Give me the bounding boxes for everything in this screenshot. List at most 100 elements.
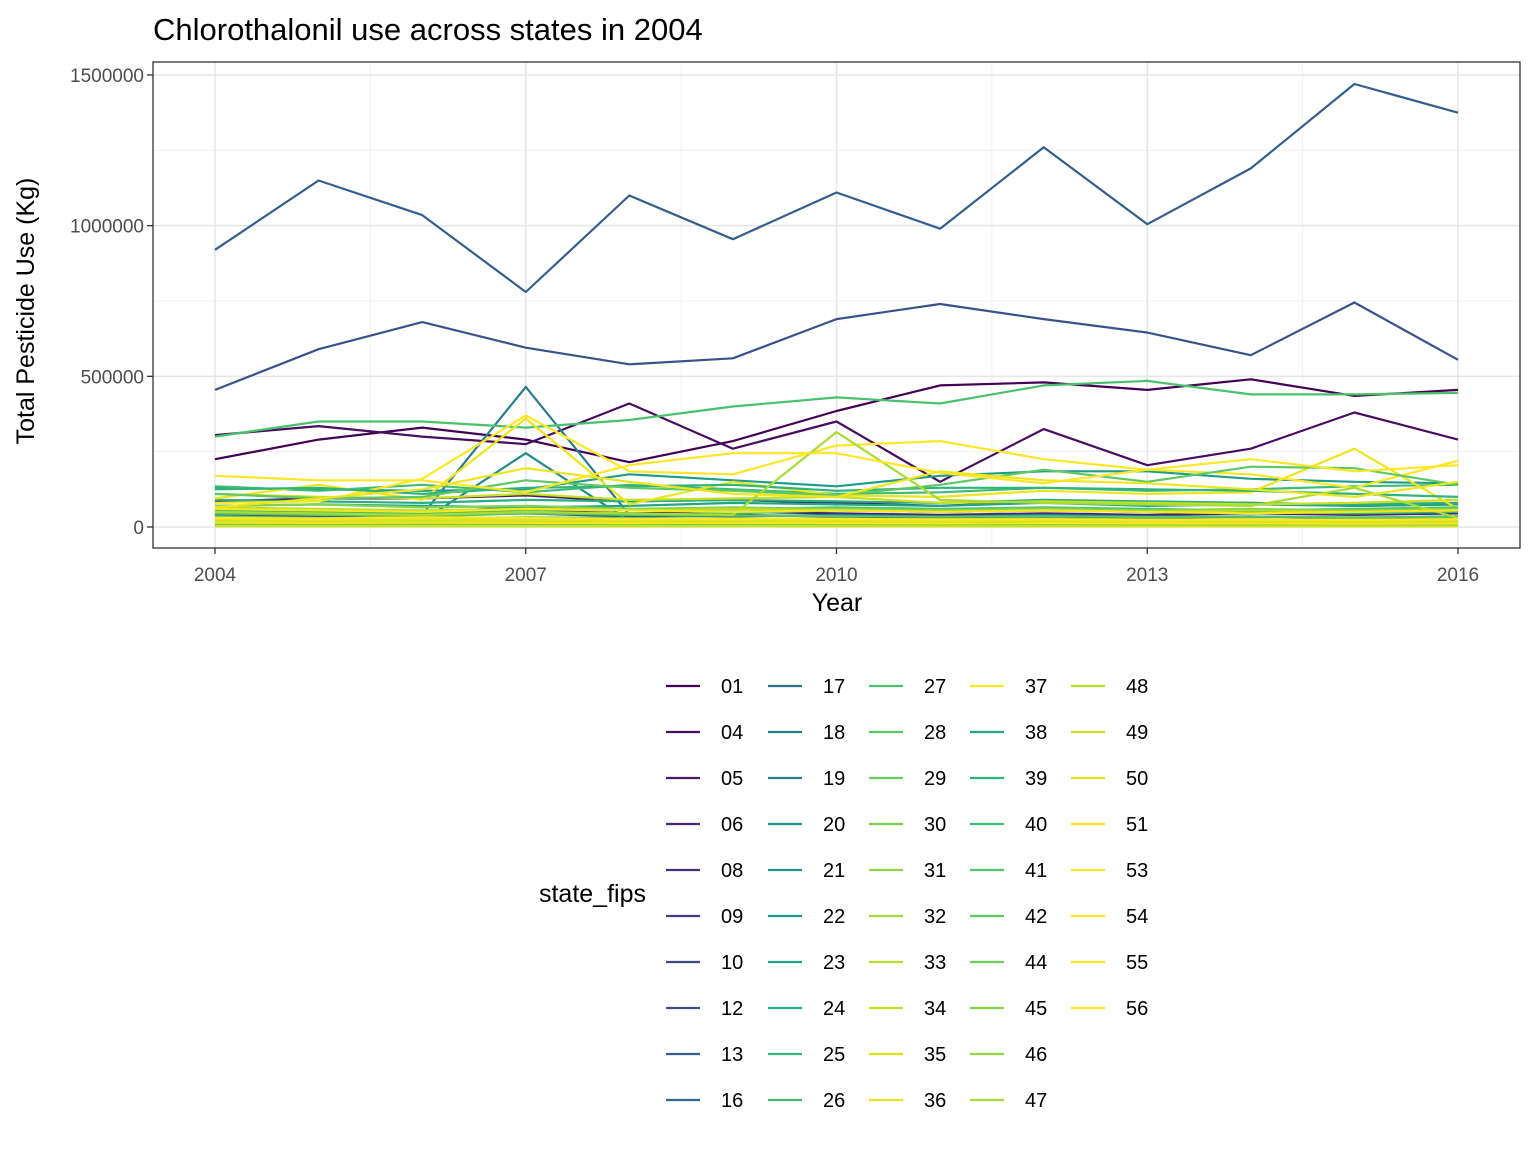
legend-item-13: 13 xyxy=(666,1044,743,1066)
y-axis-title: Total Pesticide Use (Kg) xyxy=(12,178,40,445)
legend-item-08: 08 xyxy=(666,860,743,882)
legend-label: 13 xyxy=(721,1044,743,1066)
legend-label: 47 xyxy=(1025,1090,1047,1112)
legend-label: 26 xyxy=(823,1090,845,1112)
legend-item-31: 31 xyxy=(869,860,946,882)
legend-label: 49 xyxy=(1126,722,1148,744)
legend-label: 30 xyxy=(924,814,946,836)
legend-label: 38 xyxy=(1025,722,1047,744)
legend-item-36: 36 xyxy=(869,1090,946,1112)
legend-item-35: 35 xyxy=(869,1044,946,1066)
legend-item-28: 28 xyxy=(869,722,946,744)
legend-label: 28 xyxy=(924,722,946,744)
legend-label: 12 xyxy=(721,998,743,1020)
legend-label: 24 xyxy=(823,998,845,1020)
legend-label: 54 xyxy=(1126,906,1148,928)
legend-label: 51 xyxy=(1126,814,1148,836)
series-line-42 xyxy=(214,465,1459,500)
legend-item-33: 33 xyxy=(869,952,946,974)
legend-item-54: 54 xyxy=(1071,906,1148,928)
y-tick-label: 1000000 xyxy=(70,217,144,238)
legend-item-04: 04 xyxy=(666,722,743,744)
series-line-39 xyxy=(214,483,1459,498)
series-line-54 xyxy=(214,521,1459,525)
legend-title: state_fips xyxy=(539,880,646,908)
series-line-22 xyxy=(214,470,1459,492)
legend-label: 37 xyxy=(1025,676,1047,698)
legend-item-22: 22 xyxy=(768,906,845,928)
series-line-47 xyxy=(214,431,1459,520)
x-tick-label: 2016 xyxy=(1437,565,1479,586)
legend-label: 41 xyxy=(1025,860,1047,882)
series-line-50 xyxy=(214,518,1459,523)
legend-label: 56 xyxy=(1126,998,1148,1020)
legend-label: 08 xyxy=(721,860,743,882)
legend-item-24: 24 xyxy=(768,998,845,1020)
legend-label: 21 xyxy=(823,860,845,882)
legend-item-26: 26 xyxy=(768,1090,845,1112)
legend-label: 50 xyxy=(1126,768,1148,790)
legend-item-21: 21 xyxy=(768,860,845,882)
legend-label: 05 xyxy=(721,768,743,790)
legend-item-47: 47 xyxy=(970,1090,1047,1112)
legend-label: 20 xyxy=(823,814,845,836)
legend-label: 06 xyxy=(721,814,743,836)
legend-label: 22 xyxy=(823,906,845,928)
legend-label: 36 xyxy=(924,1090,946,1112)
plot-panel xyxy=(152,61,1521,549)
legend-item-18: 18 xyxy=(768,722,845,744)
legend-item-30: 30 xyxy=(869,814,946,836)
series-line-45 xyxy=(214,503,1459,512)
legend-item-49: 49 xyxy=(1071,722,1148,744)
legend: 01 04 05 06 08 09 10 12 13 16 17 18 19 20 21 22 23 24 25 26… xyxy=(666,676,1148,1112)
x-axis-ticks: 2004 2007 2010 2013 2016 xyxy=(194,548,1479,586)
legend-label: 09 xyxy=(721,906,743,928)
legend-label: 27 xyxy=(924,676,946,698)
legend-label: 01 xyxy=(721,676,743,698)
legend-label: 45 xyxy=(1025,998,1047,1020)
legend-label: 10 xyxy=(721,952,743,974)
legend-label: 39 xyxy=(1025,768,1047,790)
y-tick-label: 1500000 xyxy=(70,66,144,87)
legend-item-48: 48 xyxy=(1071,676,1148,698)
x-tick-label: 2013 xyxy=(1126,565,1168,586)
legend-label: 04 xyxy=(721,722,743,744)
y-tick-label: 0 xyxy=(133,518,144,539)
series-line-13 xyxy=(214,82,1459,294)
legend-item-06: 06 xyxy=(666,814,743,836)
legend-label: 19 xyxy=(823,768,845,790)
legend-item-17: 17 xyxy=(768,676,845,698)
legend-item-56: 56 xyxy=(1071,998,1148,1020)
legend-item-53: 53 xyxy=(1071,860,1148,882)
legend-label: 53 xyxy=(1126,860,1148,882)
series-line-12 xyxy=(214,301,1459,391)
legend-label: 48 xyxy=(1126,676,1148,698)
legend-item-51: 51 xyxy=(1071,814,1148,836)
legend-item-09: 09 xyxy=(666,906,743,928)
x-axis-title: Year xyxy=(812,589,863,617)
legend-label: 55 xyxy=(1126,952,1148,974)
legend-item-16: 16 xyxy=(666,1090,743,1112)
legend-label: 17 xyxy=(823,676,845,698)
legend-item-25: 25 xyxy=(768,1044,845,1066)
legend-item-38: 38 xyxy=(970,722,1047,744)
series-line-55 xyxy=(214,516,1459,521)
legend-item-46: 46 xyxy=(970,1044,1047,1066)
legend-label: 32 xyxy=(924,906,946,928)
legend-item-45: 45 xyxy=(970,998,1047,1020)
legend-label: 25 xyxy=(823,1044,845,1066)
x-tick-label: 2007 xyxy=(505,565,547,586)
legend-item-01: 01 xyxy=(666,676,743,698)
legend-item-39: 39 xyxy=(970,768,1047,790)
legend-label: 18 xyxy=(823,722,845,744)
legend-label: 29 xyxy=(924,768,946,790)
series-line-53 xyxy=(214,507,1459,515)
legend-item-42: 42 xyxy=(970,906,1047,928)
legend-item-12: 12 xyxy=(666,998,743,1020)
legend-item-41: 41 xyxy=(970,860,1047,882)
legend-item-40: 40 xyxy=(970,814,1047,836)
y-tick-label: 500000 xyxy=(81,367,144,388)
legend-item-32: 32 xyxy=(869,906,946,928)
series-line-37 xyxy=(214,414,1459,504)
